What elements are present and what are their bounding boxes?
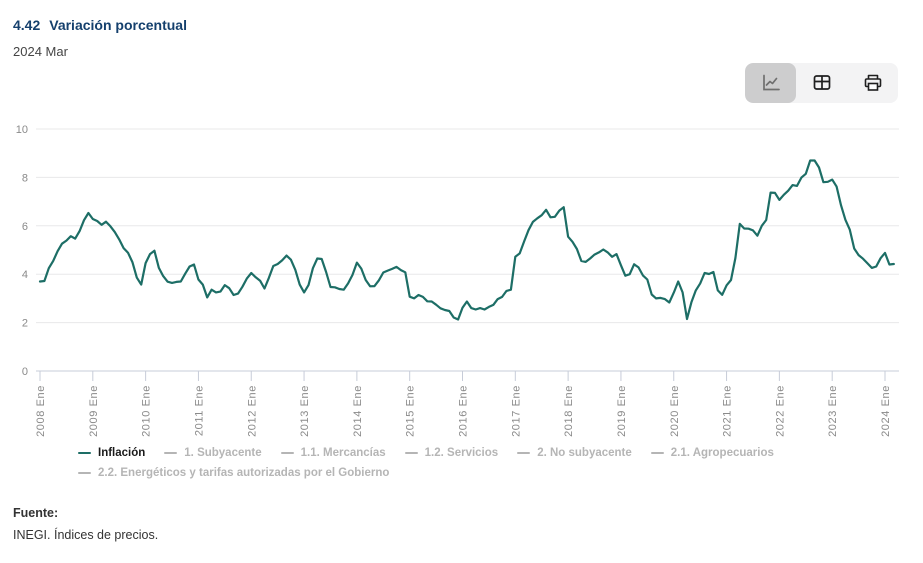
x-tick-label: 2022 Ene bbox=[774, 385, 786, 437]
legend-item[interactable]: Inflación bbox=[78, 446, 145, 460]
y-tick-label: 4 bbox=[22, 269, 28, 281]
legend-label: 2. No subyacente bbox=[537, 447, 632, 459]
legend-item[interactable]: 1.2. Servicios bbox=[404, 446, 499, 460]
legend-label: 2.2. Energéticos y tarifas autorizadas p… bbox=[98, 467, 390, 479]
x-tick-label: 2024 Ene bbox=[880, 385, 892, 437]
source-text: INEGI. Índices de precios. bbox=[13, 528, 159, 542]
x-tick-label: 2020 Ene bbox=[669, 385, 681, 437]
table-icon bbox=[813, 75, 830, 90]
legend-label: Inflación bbox=[98, 447, 146, 459]
chart-legend: Inflación 1. Subyacente 1.1. Mercancías 1.2… bbox=[78, 446, 890, 480]
table-view-button[interactable] bbox=[796, 63, 847, 103]
y-tick-label: 0 bbox=[22, 366, 28, 378]
legend-dash-icon bbox=[404, 452, 418, 454]
y-tick-label: 6 bbox=[22, 221, 28, 233]
x-tick-label: 2014 Ene bbox=[352, 385, 364, 437]
x-tick-label: 2009 Ene bbox=[88, 385, 100, 437]
legend-item[interactable]: 2. No subyacente bbox=[517, 446, 632, 460]
figure-number: 4.42 bbox=[13, 17, 41, 33]
legend-dash-icon bbox=[78, 452, 91, 454]
legend-label: 2.1. Agropecuarios bbox=[670, 447, 774, 459]
y-tick-label: 10 bbox=[16, 124, 28, 136]
legend-item[interactable]: 1.1. Mercancías bbox=[280, 446, 386, 460]
line-chart-icon bbox=[762, 74, 780, 91]
x-tick-label: 2011 Ene bbox=[193, 385, 205, 436]
legend-item[interactable]: 1. Subyacente bbox=[164, 446, 262, 460]
y-tick-label: 2 bbox=[22, 318, 28, 330]
period-label: 2024 Mar bbox=[13, 44, 68, 59]
legend-dash-icon bbox=[517, 452, 531, 454]
legend-label: 1.1. Mercancías bbox=[300, 447, 386, 459]
chart-view-button[interactable] bbox=[745, 63, 796, 103]
x-tick-label: 2010 Ene bbox=[141, 385, 153, 437]
legend-label: 1. Subyacente bbox=[184, 447, 262, 459]
y-tick-label: 8 bbox=[22, 172, 28, 184]
legend-item[interactable]: 2.2. Energéticos y tarifas autorizadas p… bbox=[78, 466, 389, 480]
legend-item[interactable]: 2.1. Agropecuarios bbox=[650, 446, 774, 460]
printer-icon bbox=[864, 74, 881, 91]
x-tick-label: 2016 Ene bbox=[458, 385, 470, 437]
page-title: 4.42 Variación porcentual bbox=[13, 17, 187, 33]
x-tick-label: 2018 Ene bbox=[563, 385, 575, 437]
legend-dash-icon bbox=[650, 452, 664, 454]
inflation-line-chart[interactable]: 0 2 4 6 8 10 2008 Ene 2009 Ene 2010 Ene 2011 Ene 2… bbox=[0, 118, 923, 453]
chart-toolbar bbox=[745, 63, 898, 103]
x-tick-label: 2012 Ene bbox=[246, 385, 258, 437]
source-label: Fuente: bbox=[13, 506, 59, 520]
x-tick-label: 2013 Ene bbox=[299, 385, 311, 437]
legend-dash-icon bbox=[164, 452, 178, 454]
x-tick-label: 2008 Ene bbox=[35, 385, 47, 437]
x-tick-label: 2015 Ene bbox=[405, 385, 417, 437]
inflation-series-line bbox=[38, 159, 895, 321]
title-text: Variación porcentual bbox=[49, 17, 187, 33]
x-tick-label: 2019 Ene bbox=[616, 385, 628, 437]
legend-label: 1.2. Servicios bbox=[424, 447, 499, 459]
x-tick-label: 2023 Ene bbox=[827, 385, 839, 437]
x-tick-label: 2017 Ene bbox=[510, 385, 522, 437]
x-tick-label: 2021 Ene bbox=[722, 385, 734, 437]
legend-dash-icon bbox=[280, 452, 294, 454]
legend-dash-icon bbox=[78, 472, 91, 474]
print-button[interactable] bbox=[847, 63, 898, 103]
